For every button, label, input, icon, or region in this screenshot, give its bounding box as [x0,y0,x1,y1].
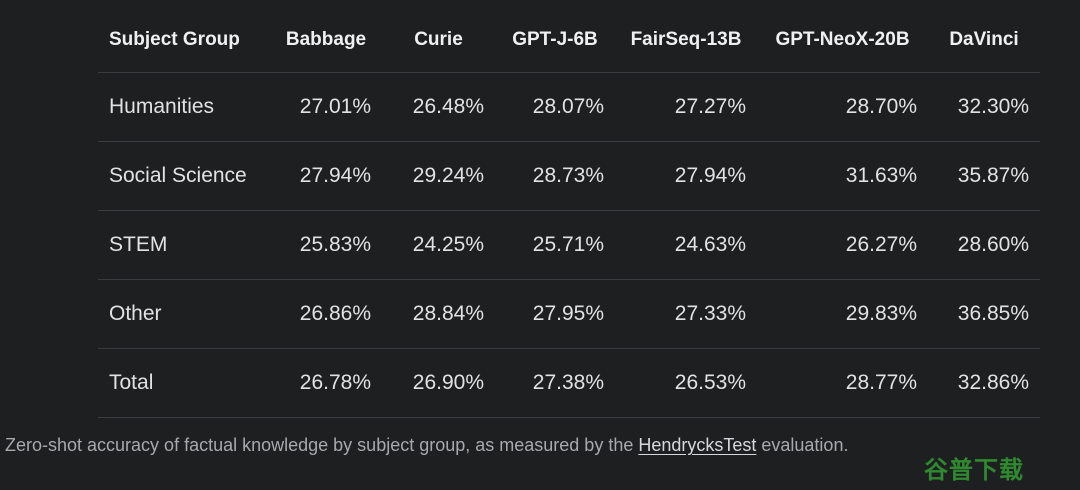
table-cell: 32.30% [928,72,1040,142]
row-label: Social Science [98,141,270,211]
table-cell: 28.84% [382,279,495,349]
header-row: Subject Group Babbage Curie GPT-J-6B Fai… [98,8,1040,73]
row-label: Humanities [98,72,270,142]
table-cell: 27.27% [615,72,757,142]
results-table-container: Subject Group Babbage Curie GPT-J-6B Fai… [98,8,1040,418]
table-cell: 27.38% [495,348,615,418]
table-cell: 27.95% [495,279,615,349]
table-cell: 28.07% [495,72,615,142]
table-cell: 26.86% [270,279,382,349]
col-header-gpt-neox-20b: GPT-NeoX-20B [757,8,928,73]
col-header-curie: Curie [382,8,495,73]
col-header-davinci: DaVinci [928,8,1040,73]
caption-suffix: evaluation. [756,435,849,455]
table-cell: 28.60% [928,210,1040,280]
col-header-fairseq-13b: FairSeq-13B [615,8,757,73]
table-cell: 29.83% [757,279,928,349]
col-header-babbage: Babbage [270,8,382,73]
table-cell: 25.71% [495,210,615,280]
results-table: Subject Group Babbage Curie GPT-J-6B Fai… [98,8,1040,418]
table-cell: 24.63% [615,210,757,280]
table-cell: 27.01% [270,72,382,142]
table-row: STEM 25.83% 24.25% 25.71% 24.63% 26.27% … [98,210,1040,280]
table-row: Other 26.86% 28.84% 27.95% 27.33% 29.83%… [98,279,1040,349]
hendryckstest-link[interactable]: HendrycksTest [638,435,757,455]
table-caption: Zero-shot accuracy of factual knowledge … [5,435,848,456]
table-cell: 26.48% [382,72,495,142]
row-label: Other [98,279,270,349]
table-cell: 27.94% [270,141,382,211]
table-cell: 25.83% [270,210,382,280]
caption-text: Zero-shot accuracy of factual knowledge … [5,435,639,455]
table-cell: 24.25% [382,210,495,280]
table-cell: 26.78% [270,348,382,418]
watermark-logo: 谷普下载 [924,456,1024,484]
table-cell: 35.87% [928,141,1040,211]
table-cell: 28.73% [495,141,615,211]
table-cell: 26.53% [615,348,757,418]
table-cell: 29.24% [382,141,495,211]
col-header-gpt-j-6b: GPT-J-6B [495,8,615,73]
table-cell: 28.77% [757,348,928,418]
table-row: Humanities 27.01% 26.48% 28.07% 27.27% 2… [98,72,1040,142]
table-row: Social Science 27.94% 29.24% 28.73% 27.9… [98,141,1040,211]
table-row: Total 26.78% 26.90% 27.38% 26.53% 28.77%… [98,348,1040,418]
row-label: Total [98,348,270,418]
table-cell: 28.70% [757,72,928,142]
table-cell: 27.94% [615,141,757,211]
table-cell: 26.90% [382,348,495,418]
table-cell: 26.27% [757,210,928,280]
table-cell: 31.63% [757,141,928,211]
table-cell: 32.86% [928,348,1040,418]
row-label: STEM [98,210,270,280]
table-cell: 27.33% [615,279,757,349]
table-cell: 36.85% [928,279,1040,349]
col-header-subject-group: Subject Group [98,8,270,73]
